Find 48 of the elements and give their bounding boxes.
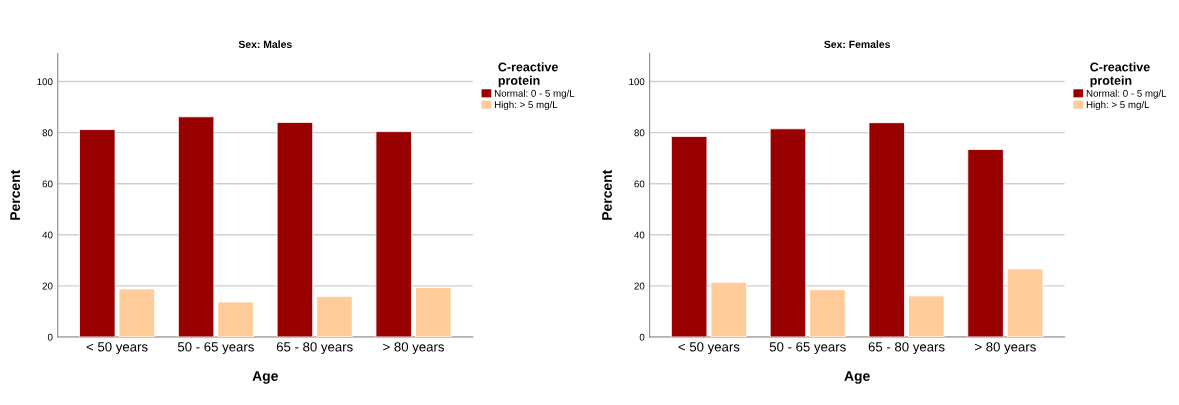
bar [868,122,905,337]
y-tick-label: 60 [42,180,53,188]
x-tick-label: 65 - 80 years [868,342,945,355]
x-axis-title: Age [252,371,278,384]
x-axis-title: Age [844,371,870,384]
legend-label: Normal: 0 - 5 mg/L [1086,89,1167,99]
x-tick-label: 65 - 80 years [276,342,353,355]
bar [670,136,708,337]
x-tick-label: > 80 years [975,342,1036,355]
y-tick-label: 40 [634,231,645,239]
chart-title: Sex: Males [238,40,292,49]
bar [809,289,846,337]
bar [415,286,452,337]
bar [967,149,1004,337]
y-axis-title: Percent [602,169,612,220]
bar [276,122,314,337]
bar [375,131,412,337]
x-tick-label: 50 - 65 years [177,342,254,355]
y-tick-label: 20 [634,282,645,290]
legend-title: C-reactive protein [1090,62,1150,88]
bar [79,129,116,337]
bar [217,301,254,337]
y-tick-label: 100 [37,78,53,86]
legend-title: C-reactive protein [498,62,558,88]
x-tick-label: < 50 years [86,342,148,355]
x-tick-label: < 50 years [678,342,740,355]
chart-title: Sex: Females [824,40,890,49]
legend-label: High: > 5 mg/L [494,100,558,111]
bar [177,116,215,337]
x-tick-label: 50 - 65 years [769,342,846,355]
y-tick-label: 40 [42,231,53,239]
y-tick-label: 100 [629,78,645,86]
y-tick-label: 0 [639,333,645,341]
y-tick-label: 20 [42,282,53,290]
bar [316,295,353,337]
bar [908,295,945,337]
y-axis-title: Percent [10,169,21,220]
y-tick-label: 80 [42,129,53,137]
bar [710,281,747,337]
y-tick-label: 80 [634,129,645,137]
y-tick-label: 60 [634,180,645,188]
y-tick-label: 0 [47,333,53,341]
legend-label: Normal: 0 - 5 mg/L [494,89,575,99]
bar [1006,268,1044,337]
legend-label: High: > 5 mg/L [1086,100,1150,111]
x-tick-label: > 80 years [383,342,445,355]
bar [769,128,807,337]
bar [118,288,156,337]
